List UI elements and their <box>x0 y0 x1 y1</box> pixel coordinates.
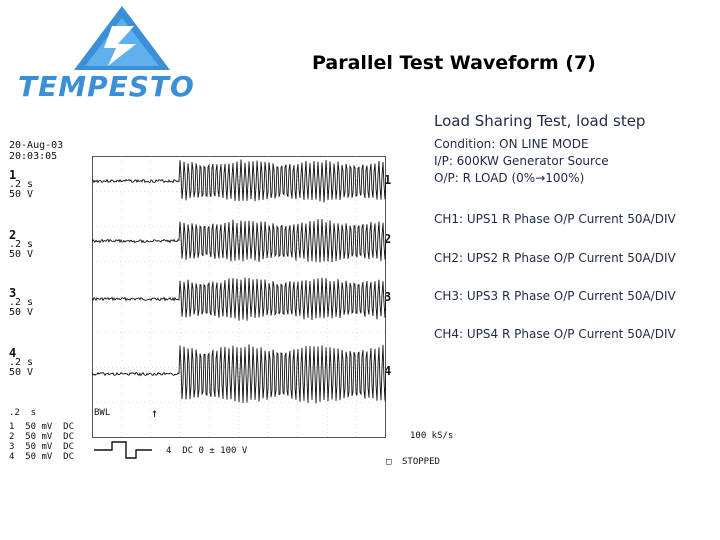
notes-condition: Condition: ON LINE MODE <box>434 137 589 151</box>
waveform-trace-4 <box>92 344 386 404</box>
waveform-trace-1 <box>92 159 386 203</box>
channel-2-marker: 2 <box>384 232 392 246</box>
oscilloscope-capture: 20-Aug-03 20:03:05 1 .2 s 50 V 2 .2 s 50… <box>6 136 474 470</box>
channel-setting-3: 3 50 mV DC <box>9 442 75 452</box>
channel-setting-2: 2 50 mV DC <box>9 432 75 442</box>
channel-3-label: 3 .2 s 50 V <box>9 286 34 318</box>
channel-setting-1: 1 50 mV DC <box>9 422 75 432</box>
channel-2-label: 2 .2 s 50 V <box>9 228 34 260</box>
stopped-indicator-icon: □ <box>386 457 392 467</box>
slide-title: Parallel Test Waveform (7) <box>312 52 596 74</box>
notes-input: I/P: 600KW Generator Source <box>434 154 609 168</box>
acquisition-status: STOPPED <box>402 457 440 467</box>
trigger-setting: 4 DC 0 ± 100 V <box>166 446 248 456</box>
channel-1-marker: 1 <box>384 173 392 187</box>
scope-date: 20-Aug-03 <box>9 140 64 151</box>
sample-rate: 100 kS/s <box>410 431 454 441</box>
channel-3-marker: 3 <box>384 290 392 304</box>
channel-4-label: 4 .2 s 50 V <box>9 346 34 378</box>
notes-ch3: CH3: UPS3 R Phase O/P Current 50A/DIV <box>434 289 676 303</box>
trigger-arrow: ↑ <box>151 406 159 420</box>
notes-ch1: CH1: UPS1 R Phase O/P Current 50A/DIV <box>434 212 676 226</box>
notes-ch2: CH2: UPS2 R Phase O/P Current 50A/DIV <box>434 251 676 265</box>
svg-text:TEMPESTO: TEMPESTO <box>18 70 195 100</box>
trigger-pulse-icon <box>94 441 152 459</box>
waveform-trace-2 <box>92 219 386 263</box>
notes-heading: Load Sharing Test, load step <box>434 112 646 130</box>
scope-time: 20:03:05 <box>9 151 58 162</box>
channel-1-label: 1 .2 s 50 V <box>9 168 34 200</box>
tempesto-logo: TEMPESTO <box>14 4 224 100</box>
waveform-grid <box>92 156 386 438</box>
test-notes: Load Sharing Test, load step Condition: … <box>434 112 719 341</box>
notes-ch4: CH4: UPS4 R Phase O/P Current 50A/DIV <box>434 327 676 341</box>
waveform-trace-3 <box>92 277 386 321</box>
channel-setting-4: 4 50 mV DC <box>9 452 75 462</box>
channel-4-marker: 4 <box>384 364 392 378</box>
bwl-label: BWL <box>94 408 111 418</box>
timebase-readout: .2 s <box>9 408 37 418</box>
notes-output: O/P: R LOAD (0%→100%) <box>434 171 585 185</box>
